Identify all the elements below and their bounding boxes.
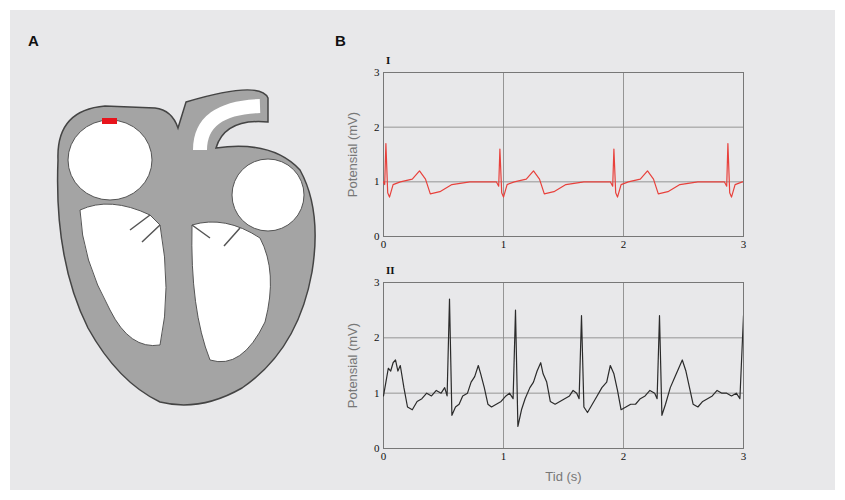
- svg-text:Potensial (mV): Potensial (mV): [345, 112, 360, 197]
- svg-text:1: 1: [374, 387, 380, 399]
- html-text:II: II: [386, 264, 395, 276]
- svg-text:0: 0: [381, 450, 387, 462]
- html-text:A: A: [28, 32, 39, 49]
- svg-text:3: 3: [741, 450, 747, 462]
- svg-text:2: 2: [621, 238, 627, 250]
- svg-text:Tid (s): Tid (s): [545, 469, 581, 484]
- svg-text:Potensial (mV): Potensial (mV): [345, 323, 360, 408]
- svg-text:2: 2: [374, 331, 380, 343]
- svg-text:0: 0: [374, 442, 380, 454]
- svg-text:0: 0: [381, 238, 387, 250]
- svg-text:0: 0: [374, 230, 380, 242]
- svg-text:1: 1: [374, 175, 380, 187]
- svg-text:2: 2: [374, 121, 380, 133]
- html-text:B: B: [335, 32, 346, 49]
- svg-text:1: 1: [501, 238, 507, 250]
- svg-text:2: 2: [621, 450, 627, 462]
- svg-text:3: 3: [374, 66, 380, 78]
- svg-text:1: 1: [501, 450, 507, 462]
- svg-text:3: 3: [741, 238, 747, 250]
- svg-text:3: 3: [374, 276, 380, 288]
- html-text:I: I: [386, 54, 391, 66]
